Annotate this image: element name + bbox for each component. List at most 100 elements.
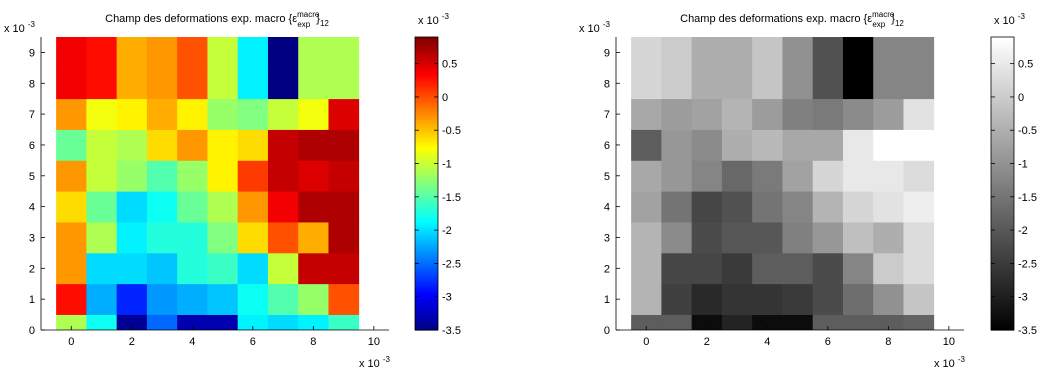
heatmap-cell [116,129,148,161]
heatmap-cell [782,98,814,130]
colorbar-segment [415,73,438,77]
colorbar-segment [415,281,438,285]
y-tick-label: 2 [604,263,610,275]
colorbar-segment [991,141,1014,146]
colorbar-segment [415,225,438,229]
heatmap-cell [812,98,844,130]
heatmap-cell [691,191,723,223]
colorbar-segment [415,124,438,128]
heatmap-cell [631,222,662,254]
colorbar-segment [415,193,438,197]
heatmap-cell [116,98,148,130]
colorbar-tick-label: -2.5 [1018,258,1037,270]
colorbar-segment [415,244,438,248]
heatmap-cell [631,283,662,315]
colorbar-segment [415,159,438,163]
colorbar-segment [415,286,438,290]
colorbar-segment [991,151,1014,155]
heatmap-cell [177,129,208,161]
colorbar-segment [991,190,1014,194]
colorbar-segment [991,88,1014,92]
x-tick-label: 4 [189,336,195,348]
colorbar-segment [991,181,1014,185]
heatmap-cell [207,160,239,192]
y-tick-label: 7 [604,109,610,121]
heatmap-cell [298,67,329,100]
colorbar-tick-label: -2 [1018,225,1028,237]
colorbar-segment [991,278,1014,282]
heatmap-cell [812,283,844,315]
colorbar-segment [991,249,1014,253]
colorbar-segment [991,168,1014,172]
colorbar-segment [415,220,438,224]
colorbar-tick-label: 0.5 [1018,59,1033,71]
colorbar-segment [415,61,438,65]
colorbar-segment [415,144,438,148]
heatmap-cell [56,191,87,223]
colorbar-segment [415,149,438,153]
heatmap-cell [177,37,208,69]
y-tick-label: 3 [29,232,35,244]
y-tick-label: 4 [29,202,35,214]
colorbar-segment [415,112,438,116]
colorbar-segment [991,195,1014,199]
heatmap-cell [86,222,118,254]
y-tick-label: 0 [604,325,610,337]
heatmap-cell [812,67,844,100]
colorbar-segment [991,234,1014,238]
heatmap-cell [812,222,844,254]
y-tick-label: 5 [29,171,35,183]
colorbar-segment [415,215,438,219]
colorbar-segment [991,229,1014,233]
colorbar-segment [415,190,438,194]
heatmap-cell [873,252,904,285]
colorbar-tick-label: -1 [1018,159,1028,171]
heatmap-cell [903,129,935,161]
colorbar-segment [415,283,438,287]
colorbar-segment [991,310,1014,314]
colorbar-segment [415,100,438,104]
colorbar-segment [991,171,1014,175]
colorbar-segment [991,259,1014,263]
colorbar-segment [415,227,438,231]
colorbar-segment [991,85,1014,89]
y-tick-label: 8 [29,78,35,90]
heatmap-cell [691,98,723,130]
colorbar-segment [991,71,1014,75]
heatmap-cell [842,160,874,192]
colorbar-segment [991,300,1014,304]
colorbar-segment [415,46,438,50]
colorbar-segment [415,242,438,246]
colorbar-segment [415,259,438,263]
colorbar-segment [415,71,438,75]
colorbar-segment [415,137,438,141]
heatmap-cell [782,129,814,161]
heatmap-cell [842,98,874,130]
colorbar-segment [991,185,1014,189]
heatmap-cell [116,283,148,315]
heatmap-cell [177,283,208,315]
heatmap-cell [873,98,904,130]
heatmap-cell [631,98,662,130]
colorbar-segment [415,293,438,297]
colorbar-segment [415,115,438,119]
colorbar-segment [991,305,1014,309]
colorbar-segment [991,98,1014,102]
colorbar-segment [991,232,1014,236]
colorbar-segment [991,276,1014,280]
colorbar-tick-label: -1.5 [442,192,461,204]
heatmap-cell [116,37,148,69]
colorbar-segment [415,134,438,138]
colorbar-segment [415,290,438,294]
colorbar-segment [415,85,438,89]
colorbar-segment [991,159,1014,163]
colorbar-segment [415,203,438,207]
heatmap-cell [86,283,118,315]
colorbar-segment [415,122,438,126]
heatmap-cell [237,67,269,100]
chart-title: Champ des deformations exp. macro {εmacr… [680,10,904,29]
colorbar-segment [991,286,1014,290]
colorbar-segment [991,251,1014,255]
heatmap-cell [146,67,178,100]
heatmap-cell [873,222,904,254]
